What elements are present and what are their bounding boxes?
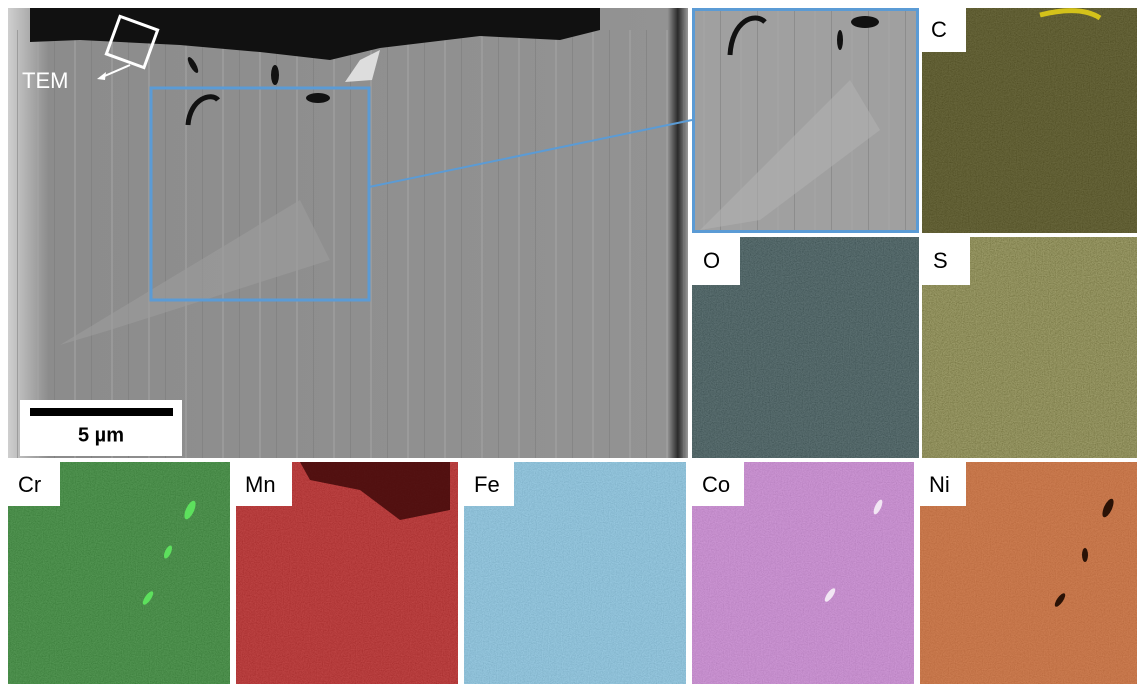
scale-bar: [30, 408, 173, 416]
map-label: S: [933, 248, 948, 273]
map-label: Ni: [929, 472, 950, 497]
figure: TEM 5 µm C O S Cr: [0, 0, 1137, 684]
scale-bar-label: 5 µm: [78, 424, 124, 446]
map-s: S: [922, 237, 1137, 458]
map-label: O: [703, 248, 720, 273]
map-label: C: [931, 17, 947, 42]
map-o: O: [692, 237, 919, 458]
map-label: Co: [702, 472, 730, 497]
map-c: C: [922, 8, 1137, 233]
tem-label: TEM: [22, 68, 68, 93]
map-fe: Fe: [464, 462, 686, 684]
map-ni: Ni: [920, 462, 1137, 684]
map-co: Co: [692, 462, 914, 684]
inset-image: [692, 8, 919, 233]
sem-image: TEM 5 µm: [8, 8, 692, 458]
map-label: Fe: [474, 472, 500, 497]
map-label: Mn: [245, 472, 276, 497]
map-cr: Cr: [8, 462, 230, 684]
map-label: Cr: [18, 472, 41, 497]
map-mn: Mn: [236, 462, 458, 684]
